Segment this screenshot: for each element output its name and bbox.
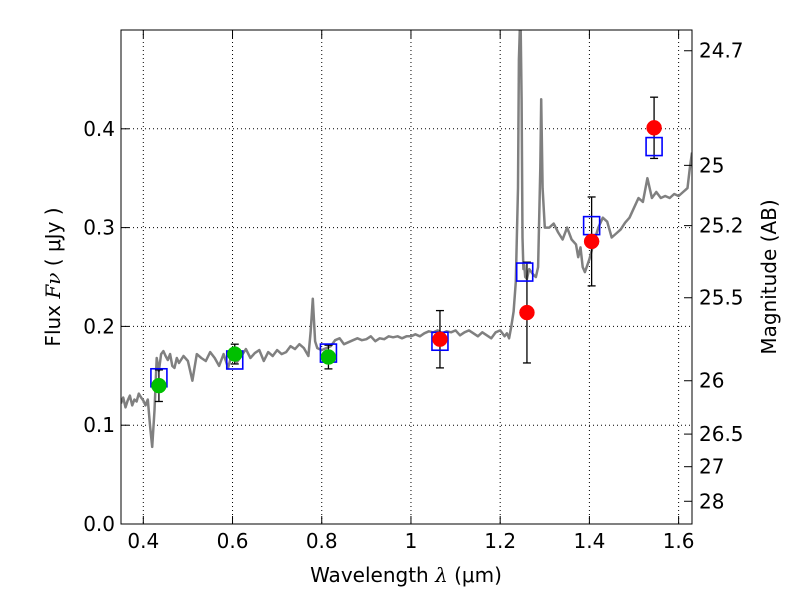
y2-tick-label: 28 xyxy=(699,489,724,513)
red-point xyxy=(519,304,535,321)
x-tick-label: 0.4 xyxy=(127,529,159,553)
y-tick-label: 0.4 xyxy=(83,117,115,141)
green-point xyxy=(320,349,337,365)
grid xyxy=(121,30,692,525)
x-tick-label: 0.8 xyxy=(306,529,338,553)
y-axis-label: Flux Fν ( μJy ) xyxy=(41,207,65,346)
y2-tick-label: 26.5 xyxy=(699,422,744,446)
y-tick-label: 0.2 xyxy=(83,314,115,338)
red-point xyxy=(583,233,600,250)
y2-tick-label: 26 xyxy=(699,369,724,393)
x-tick-label: 1.2 xyxy=(484,529,516,553)
y2-tick-label: 25.5 xyxy=(699,286,744,310)
spectrum-line xyxy=(121,30,692,449)
square-marker xyxy=(515,262,534,282)
x-tick-label: 1.6 xyxy=(663,529,695,553)
y-tick-label: 0.0 xyxy=(83,512,115,536)
y2-tick-label: 25 xyxy=(699,153,724,177)
y-tick-label: 0.3 xyxy=(83,216,115,240)
marker-layer xyxy=(150,120,663,394)
x-tick-label: 1.4 xyxy=(573,529,605,553)
x-axis-label: Wavelength λ (μm) xyxy=(310,563,502,587)
green-point xyxy=(151,377,167,394)
y2-tick-label: 25.2 xyxy=(699,214,744,238)
spectrum-layer xyxy=(121,30,692,449)
green-point xyxy=(227,346,243,362)
tick-layer: 0.4 0.6 0.8 1 1.2 1.4 1.6 0.0 0.1 0.2 0.3 0.4 24.7 25… xyxy=(83,30,744,553)
red-point xyxy=(646,120,662,136)
square-marker xyxy=(645,136,663,157)
x-tick-label: 1 xyxy=(405,529,418,553)
red-point xyxy=(432,331,448,347)
y2-tick-label: 27 xyxy=(699,455,724,479)
y2-tick-label: 24.7 xyxy=(699,39,744,63)
x-tick-label: 0.6 xyxy=(217,529,249,553)
plot-frame xyxy=(120,29,693,525)
y-tick-label: 0.1 xyxy=(83,413,115,437)
y2-axis-label: Magnitude (AB) xyxy=(757,199,781,354)
